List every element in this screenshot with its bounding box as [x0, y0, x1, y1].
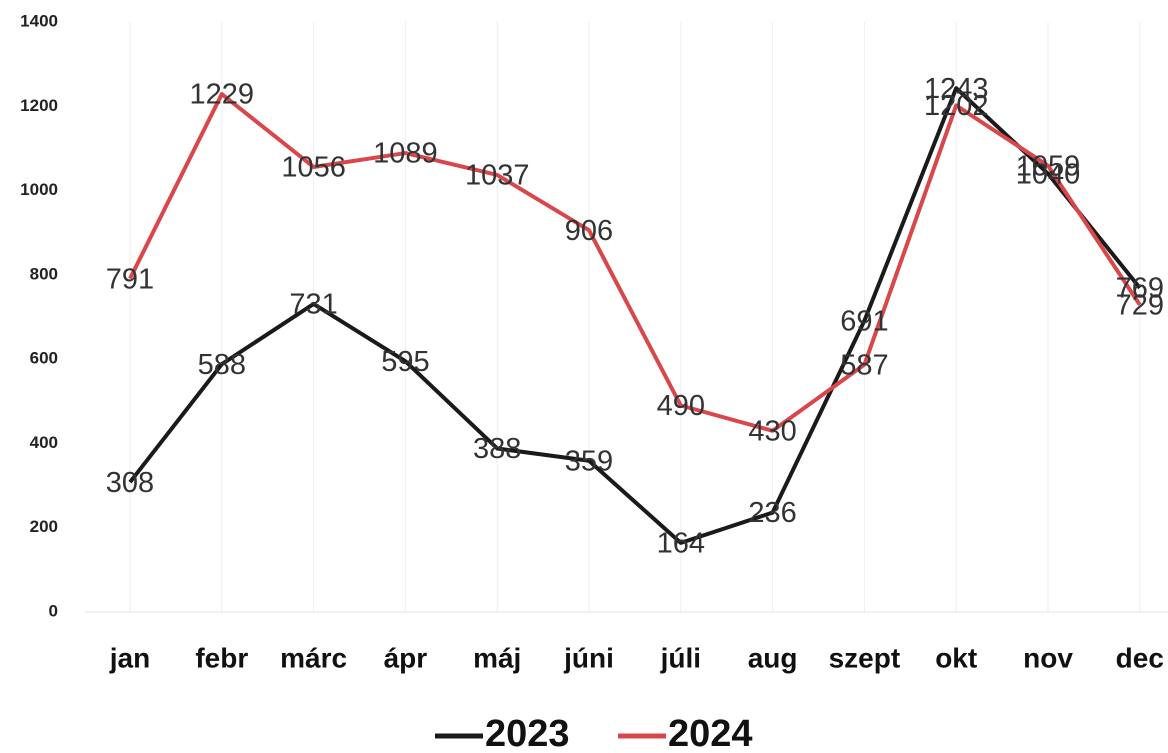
data-label: 1243 — [924, 73, 989, 105]
data-label: 164 — [657, 528, 705, 560]
x-tick-label: szept — [829, 642, 901, 673]
data-label: 1056 — [281, 152, 346, 184]
y-tick-label: 800 — [30, 264, 58, 283]
x-tick-label: nov — [1023, 642, 1073, 673]
line-series — [128, 92, 1142, 433]
data-label: 1089 — [373, 138, 438, 170]
y-tick-label: 400 — [30, 433, 58, 452]
data-label: 691 — [840, 305, 888, 337]
legend-label: 2024 — [668, 713, 753, 753]
x-tick-label: febr — [195, 642, 248, 673]
data-label: 430 — [748, 415, 796, 447]
data-label: 769 — [1116, 273, 1164, 305]
data-label: 1059 — [1016, 150, 1081, 182]
y-tick-label: 1200 — [20, 96, 58, 115]
data-label: 359 — [565, 445, 613, 477]
x-tick-label: márc — [280, 642, 347, 673]
data-label: 729 — [1116, 289, 1164, 321]
x-tick-label: aug — [748, 642, 798, 673]
data-label: 388 — [473, 433, 521, 465]
data-label: 587 — [840, 349, 888, 381]
x-tick-label: okt — [935, 642, 977, 673]
x-tick-label: dec — [1116, 642, 1164, 673]
y-tick-label: 1400 — [20, 11, 58, 30]
legend-label: 2023 — [485, 713, 570, 753]
y-tick-label: 1000 — [20, 180, 58, 199]
data-label: 595 — [381, 346, 429, 378]
data-label: 1040 — [1016, 158, 1081, 190]
y-tick-label: 0 — [49, 601, 58, 620]
x-tick-label: júni — [563, 642, 614, 673]
y-tick-label: 600 — [30, 349, 58, 368]
data-label: 906 — [565, 215, 613, 247]
y-tick-label: 200 — [30, 517, 58, 536]
x-tick-label: jan — [109, 642, 150, 673]
data-label: 236 — [748, 497, 796, 529]
data-label: 731 — [289, 289, 337, 321]
data-label: 1202 — [924, 90, 989, 122]
data-label: 588 — [198, 349, 246, 381]
data-label: 308 — [106, 467, 154, 499]
line-series — [128, 86, 1142, 545]
data-label: 1037 — [465, 160, 530, 192]
data-label: 1229 — [190, 79, 255, 111]
data-label: 791 — [106, 263, 154, 295]
data-label: 490 — [657, 390, 705, 422]
x-tick-label: máj — [473, 642, 521, 673]
x-tick-label: ápr — [384, 642, 428, 673]
x-tick-label: júli — [660, 642, 701, 673]
